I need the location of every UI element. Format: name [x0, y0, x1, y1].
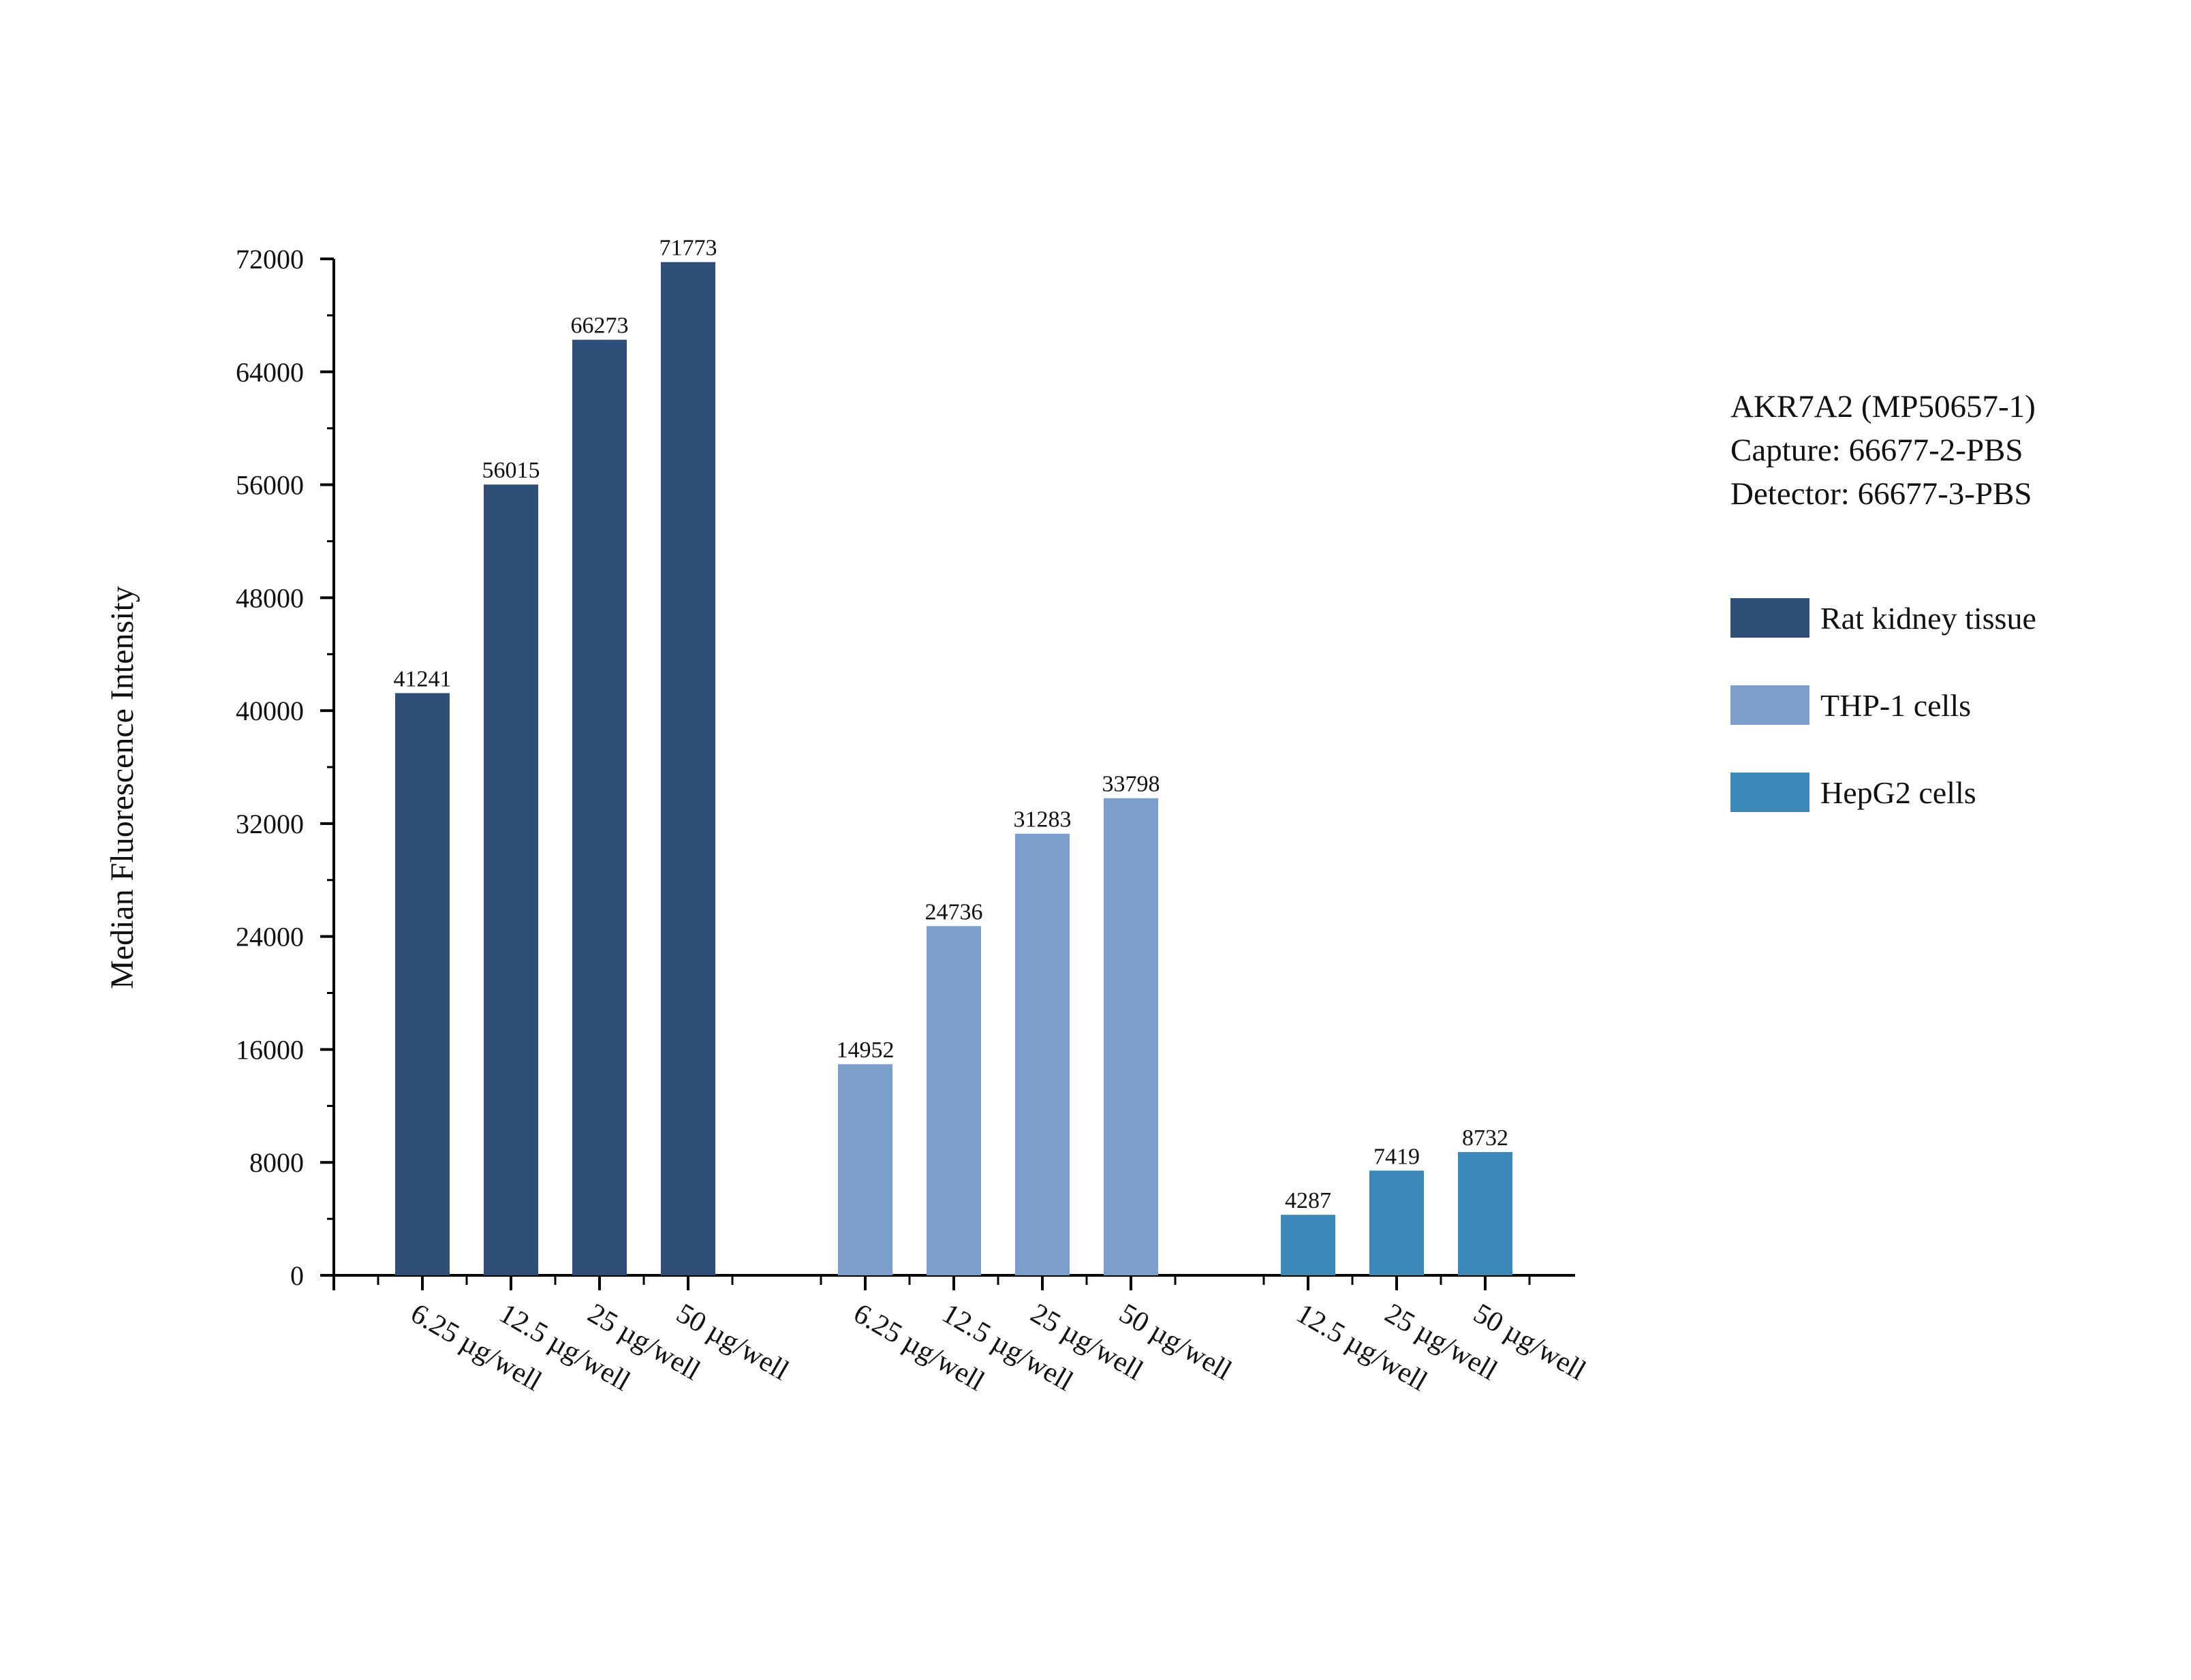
- y-tick-label: 48000: [236, 582, 304, 613]
- y-tick-label: 24000: [236, 922, 304, 952]
- bar: [1104, 798, 1158, 1275]
- y-tick-label: 8000: [249, 1147, 304, 1178]
- legend-swatch: [1730, 685, 1809, 725]
- bar: [395, 693, 450, 1275]
- bar-value-label: 41241: [394, 666, 452, 691]
- annotation-line: Detector: 66677-3-PBS: [1730, 476, 2032, 512]
- legend-swatch: [1730, 598, 1809, 638]
- bars-layer: [395, 262, 1512, 1276]
- legend: AKR7A2 (MP50657-1) Capture: 66677-2-PBS De…: [1730, 389, 2036, 812]
- bar-value-label: 14952: [837, 1038, 895, 1063]
- bar-value-label: 24736: [925, 899, 983, 924]
- bar-value-label: 31283: [1014, 807, 1072, 833]
- bar-value-label: 66273: [571, 313, 629, 339]
- y-tick-label: 0: [290, 1260, 304, 1291]
- bar-value-label: 7419: [1373, 1144, 1420, 1169]
- bar: [1369, 1170, 1424, 1275]
- legend-label: HepG2 cells: [1820, 775, 1976, 810]
- bar: [661, 262, 715, 1275]
- legend-swatch: [1730, 773, 1809, 812]
- bar: [927, 926, 981, 1275]
- annotation-line: AKR7A2 (MP50657-1): [1730, 389, 2036, 424]
- y-tick-label: 64000: [236, 357, 304, 388]
- bar-value-label: 4287: [1285, 1188, 1331, 1213]
- y-tick-label: 32000: [236, 809, 304, 839]
- bar: [484, 484, 538, 1275]
- annotation-line: Capture: 66677-2-PBS: [1730, 433, 2023, 468]
- y-tick-label: 40000: [236, 696, 304, 726]
- bar-value-label: 8732: [1462, 1125, 1508, 1151]
- bar: [1015, 833, 1070, 1275]
- bar-value-label: 71773: [659, 236, 717, 261]
- y-axis-title: Median Fluorescence Intensity: [104, 586, 140, 989]
- bar: [1281, 1215, 1335, 1275]
- y-tick-label: 16000: [236, 1034, 304, 1065]
- legend-label: Rat kidney tissue: [1820, 601, 2036, 636]
- y-tick-label: 56000: [236, 470, 304, 501]
- axes-layer: 0 8000 16000 24000 32000 40000 48000 56000 64000…: [104, 244, 1575, 1291]
- y-tick-label: 72000: [236, 244, 304, 275]
- bar-value-label: 33798: [1102, 772, 1160, 797]
- bar: [572, 339, 627, 1276]
- bar-value-label: 56015: [482, 458, 540, 483]
- bar: [838, 1064, 892, 1275]
- legend-label: THP-1 cells: [1820, 688, 1971, 723]
- bar: [1458, 1152, 1512, 1275]
